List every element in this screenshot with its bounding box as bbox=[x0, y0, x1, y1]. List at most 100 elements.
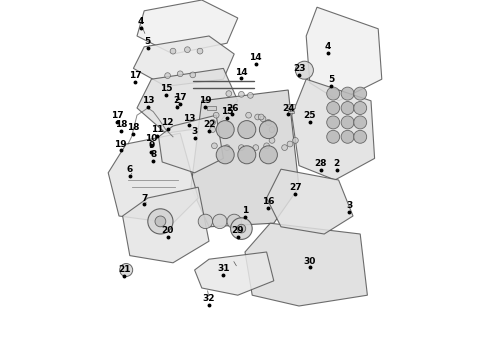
Text: 4: 4 bbox=[137, 17, 144, 26]
Circle shape bbox=[293, 138, 298, 143]
Circle shape bbox=[327, 130, 340, 143]
Polygon shape bbox=[122, 187, 209, 263]
Circle shape bbox=[341, 116, 354, 129]
Polygon shape bbox=[137, 68, 238, 133]
Text: 10: 10 bbox=[145, 134, 158, 143]
Text: 18: 18 bbox=[115, 120, 127, 129]
Text: 16: 16 bbox=[262, 197, 275, 206]
Circle shape bbox=[226, 91, 232, 96]
Polygon shape bbox=[195, 252, 274, 295]
Circle shape bbox=[190, 72, 196, 78]
Circle shape bbox=[354, 102, 367, 114]
Circle shape bbox=[120, 264, 133, 276]
Text: 28: 28 bbox=[315, 159, 327, 168]
Text: 15: 15 bbox=[160, 84, 172, 93]
Circle shape bbox=[197, 48, 203, 54]
Text: 17: 17 bbox=[111, 111, 123, 120]
Text: 32: 32 bbox=[203, 294, 215, 303]
Polygon shape bbox=[108, 133, 198, 223]
Circle shape bbox=[255, 114, 261, 120]
Circle shape bbox=[170, 48, 176, 54]
Circle shape bbox=[266, 120, 271, 125]
Text: 29: 29 bbox=[231, 226, 244, 235]
Text: 22: 22 bbox=[203, 120, 215, 129]
Bar bbox=[207, 106, 216, 110]
Circle shape bbox=[341, 87, 354, 100]
Circle shape bbox=[327, 102, 340, 114]
Circle shape bbox=[198, 214, 213, 229]
Text: 17: 17 bbox=[129, 71, 142, 80]
Circle shape bbox=[213, 112, 219, 118]
Text: 2: 2 bbox=[334, 159, 340, 168]
Circle shape bbox=[224, 145, 230, 150]
Text: 18: 18 bbox=[127, 123, 140, 132]
Text: 7: 7 bbox=[141, 194, 147, 202]
Circle shape bbox=[327, 116, 340, 129]
Text: 3: 3 bbox=[192, 127, 198, 136]
Text: 9: 9 bbox=[148, 141, 154, 150]
Bar bbox=[288, 104, 294, 108]
Circle shape bbox=[354, 130, 367, 143]
Text: 2: 2 bbox=[173, 96, 180, 105]
Polygon shape bbox=[159, 115, 223, 173]
Circle shape bbox=[258, 114, 264, 120]
Text: 6: 6 bbox=[127, 165, 133, 174]
Text: 30: 30 bbox=[304, 256, 316, 266]
Text: 31: 31 bbox=[217, 264, 230, 273]
Text: 17: 17 bbox=[174, 93, 187, 102]
Polygon shape bbox=[133, 36, 234, 86]
Text: 5: 5 bbox=[145, 37, 151, 46]
Text: 4: 4 bbox=[324, 42, 331, 51]
Polygon shape bbox=[245, 223, 368, 306]
Circle shape bbox=[264, 143, 270, 149]
Text: 15: 15 bbox=[221, 107, 233, 116]
Circle shape bbox=[238, 121, 256, 139]
Circle shape bbox=[269, 127, 275, 132]
Bar bbox=[288, 111, 294, 113]
Circle shape bbox=[245, 112, 251, 118]
Circle shape bbox=[354, 116, 367, 129]
Text: 13: 13 bbox=[142, 96, 154, 105]
Circle shape bbox=[239, 91, 245, 97]
Text: 27: 27 bbox=[289, 183, 302, 192]
Circle shape bbox=[287, 141, 293, 147]
Polygon shape bbox=[267, 169, 353, 234]
Circle shape bbox=[354, 87, 367, 100]
Text: 23: 23 bbox=[293, 64, 305, 73]
Circle shape bbox=[238, 146, 256, 164]
Text: 3: 3 bbox=[346, 201, 352, 210]
Circle shape bbox=[177, 71, 183, 77]
Text: 21: 21 bbox=[118, 266, 131, 275]
Text: 20: 20 bbox=[161, 226, 174, 235]
Circle shape bbox=[148, 209, 173, 234]
Polygon shape bbox=[137, 0, 238, 54]
Circle shape bbox=[253, 145, 259, 150]
Text: 14: 14 bbox=[249, 53, 262, 62]
Circle shape bbox=[185, 47, 190, 53]
Circle shape bbox=[210, 127, 216, 132]
Circle shape bbox=[210, 120, 216, 125]
Text: 8: 8 bbox=[150, 150, 156, 159]
Polygon shape bbox=[306, 7, 382, 101]
Circle shape bbox=[227, 214, 242, 229]
Text: 1: 1 bbox=[242, 206, 248, 215]
Text: 5: 5 bbox=[328, 75, 335, 84]
Text: 24: 24 bbox=[282, 104, 294, 113]
Circle shape bbox=[282, 145, 288, 150]
Text: 25: 25 bbox=[303, 111, 316, 120]
Polygon shape bbox=[292, 79, 374, 180]
Circle shape bbox=[341, 130, 354, 143]
Text: 19: 19 bbox=[199, 96, 212, 105]
Circle shape bbox=[155, 216, 166, 227]
Circle shape bbox=[260, 116, 266, 122]
Circle shape bbox=[213, 214, 227, 229]
Circle shape bbox=[259, 121, 277, 139]
Text: 14: 14 bbox=[235, 68, 248, 77]
Circle shape bbox=[239, 145, 245, 150]
Text: 13: 13 bbox=[183, 114, 196, 123]
Circle shape bbox=[259, 146, 277, 164]
Circle shape bbox=[212, 143, 217, 149]
Circle shape bbox=[327, 87, 340, 100]
Text: 12: 12 bbox=[161, 118, 174, 127]
Circle shape bbox=[216, 146, 234, 164]
